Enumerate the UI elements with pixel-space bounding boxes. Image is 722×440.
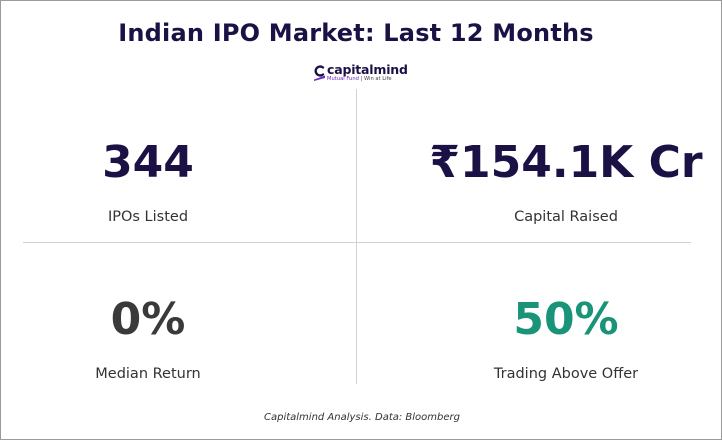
- stat-trading-above-offer: 50% Trading Above Offer: [441, 294, 691, 383]
- logo-name: capitalmind: [327, 62, 408, 77]
- logo-tagline-rest: Win at Life: [364, 76, 392, 82]
- logo-tagline-separator: |: [360, 76, 363, 82]
- stat-value: 50%: [513, 294, 619, 345]
- vertical-divider: [356, 89, 357, 384]
- stat-label: Median Return: [95, 366, 201, 382]
- stat-value: 0%: [110, 294, 186, 345]
- stat-value: 344: [102, 137, 194, 188]
- horizontal-divider: [23, 242, 691, 243]
- stat-label: Capital Raised: [514, 209, 618, 225]
- stat-value: ₹154.1K Cr: [429, 137, 703, 188]
- logo-tagline-brand: Mutual Fund: [327, 76, 359, 82]
- logo-tagline: Mutual Fund | Win at Life: [327, 76, 392, 82]
- stat-label: IPOs Listed: [107, 209, 189, 225]
- stat-capital-raised: ₹154.1K Cr Capital Raised: [421, 137, 711, 226]
- page-title: Indian IPO Market: Last 12 Months: [118, 19, 594, 47]
- stat-median-return: 0% Median Return: [23, 294, 273, 383]
- source-footnote: Capitalmind Analysis. Data: Bloomberg: [263, 412, 460, 423]
- stat-ipos-listed: 344 IPOs Listed: [23, 137, 273, 226]
- stat-label: Trading Above Offer: [493, 366, 639, 382]
- capitalmind-logo-icon: [314, 65, 325, 81]
- capitalmind-logo: capitalmind Mutual Fund | Win at Life: [313, 62, 409, 84]
